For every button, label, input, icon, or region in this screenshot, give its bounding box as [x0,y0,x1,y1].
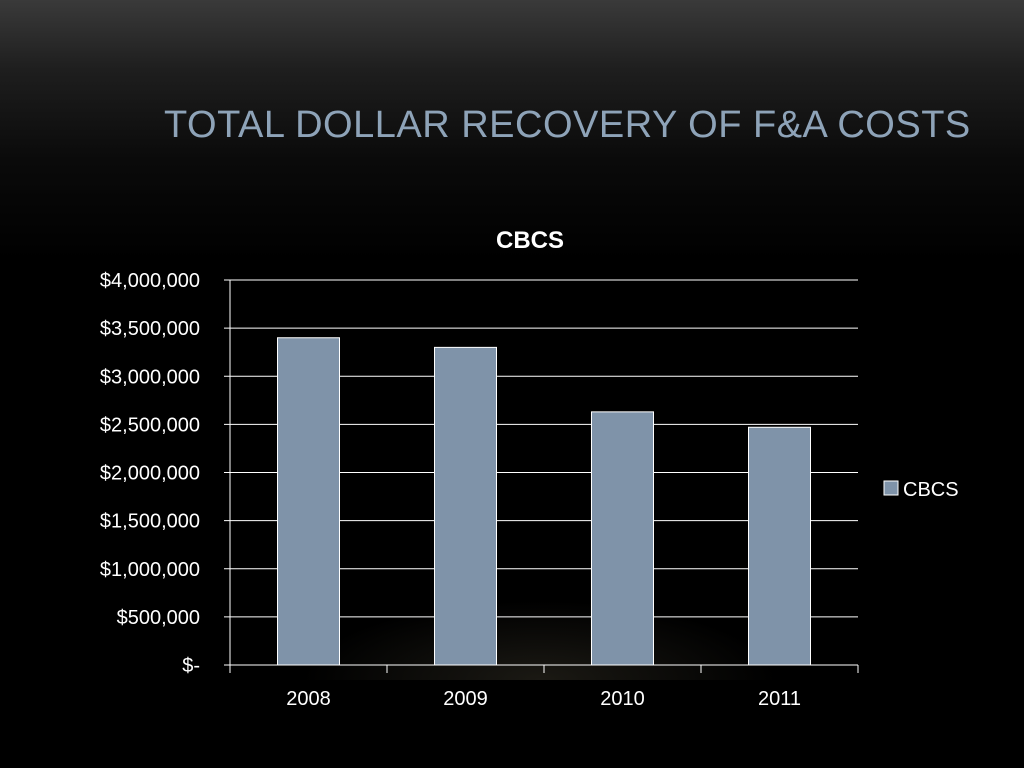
chart-title: CBCS [496,227,564,254]
y-tick-label: $4,000,000 [100,270,200,292]
legend: CBCS [883,479,959,501]
bar-2010 [591,411,654,666]
legend-label: CBCS [903,479,959,501]
x-tick-label: 2008 [286,688,331,710]
y-tick-label: $- [182,655,200,677]
x-tick-label: 2009 [443,688,488,710]
y-tick-label: $500,000 [117,607,200,629]
y-tick-label: $2,500,000 [100,414,200,436]
x-tick-label: 2011 [758,688,801,710]
bar-2011 [748,426,811,666]
bar-2009 [434,346,497,666]
y-tick-label: $3,000,000 [100,366,200,388]
y-tick-label: $2,000,000 [100,463,200,485]
y-tick-label: $3,500,000 [100,318,200,340]
y-tick-label: $1,000,000 [100,559,200,581]
bars [277,337,811,666]
y-tick-label: $1,500,000 [100,511,200,533]
slide-title: TOTAL DOLLAR RECOVERY OF F&A COSTS [164,104,971,146]
y-axis: $- $500,000 $1,000,000 $1,500,000 $2,000,000… [100,270,231,677]
x-axis: 2008 2009 2010 2011 [229,664,859,710]
bar-2008 [277,337,340,666]
x-tick-label: 2010 [600,688,645,710]
legend-swatch [883,480,899,496]
